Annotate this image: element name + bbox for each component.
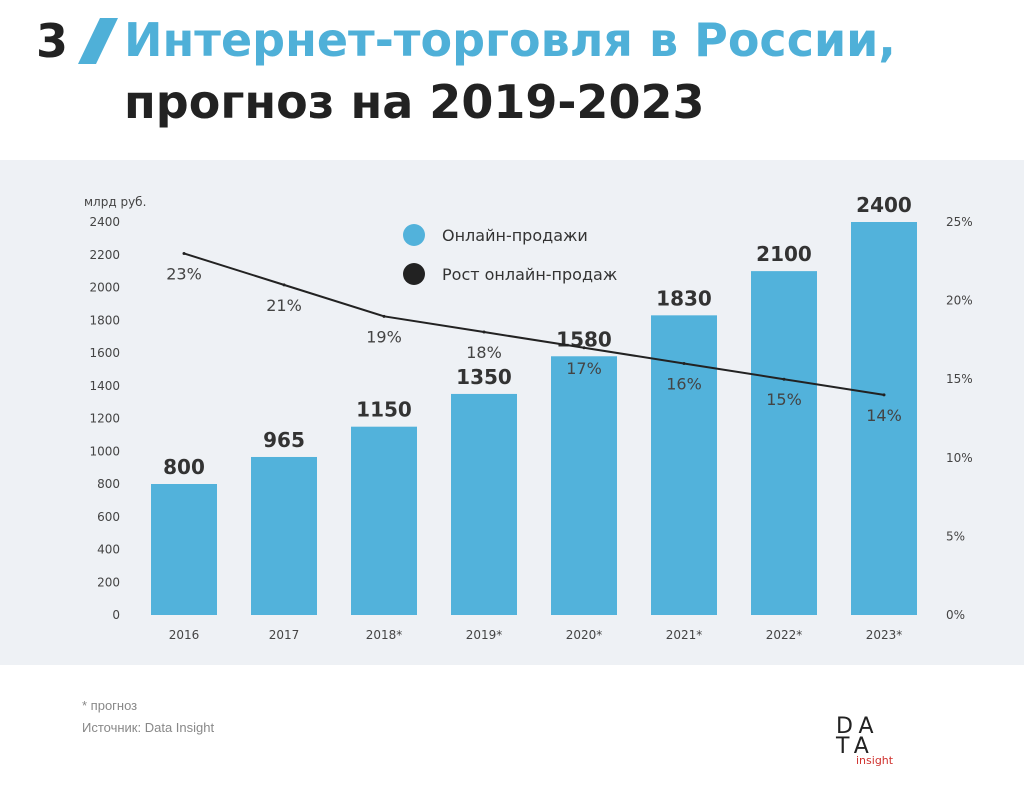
bar [551,356,617,615]
bar [251,456,317,615]
bar-value-label: 965 [263,428,305,452]
legend-swatch-growth [403,263,425,285]
growth-line [183,252,885,396]
bar [751,271,817,615]
bar-value-label: 1350 [456,365,512,389]
growth-label: 14% [866,406,902,425]
page-subtitle: прогноз на 2019-2023 [124,75,705,129]
growth-point [282,283,286,287]
growth-point [782,377,786,381]
growth-label: 18% [466,343,502,362]
left-tick-label: 2200 [89,248,120,262]
section-number: 3 [36,14,69,68]
legend-swatch-sales [403,224,425,246]
slash-icon [78,18,118,64]
growth-label: 21% [266,296,302,315]
data-insight-logo: DA TA insight [836,716,906,772]
bar-value-label: 1150 [356,398,412,422]
right-tick-label: 20% [946,294,973,308]
left-tick-label: 2000 [89,281,120,295]
bar [351,426,417,615]
growth-label: 19% [366,327,402,346]
category-label: 2017 [269,628,300,642]
source-note: Источник: Data Insight [82,720,215,735]
growth-point [182,251,186,255]
bar-value-label: 2100 [756,242,812,266]
logo-line1: DA [836,714,880,739]
growth-point [382,314,386,318]
bar-value-label: 2400 [856,193,912,217]
right-tick-label: 5% [946,529,965,543]
category-label: 2022* [766,628,803,642]
logo-sub: insight [856,754,894,767]
legend-label-sales: Онлайн-продажи [442,226,588,245]
right-tick-label: 15% [946,372,973,386]
left-tick-label: 1000 [89,444,120,458]
left-tick-label: 200 [97,575,120,589]
unit-label: млрд руб. [84,195,146,209]
growth-point [482,330,486,334]
forecast-note: * прогноз [82,698,138,713]
left-tick-label: 400 [97,543,120,557]
bar [851,222,917,615]
logo-line2: TA [836,734,875,759]
category-label: 2019* [466,628,503,642]
page-title: Интернет-торговля в России, [124,13,896,67]
bar [651,315,717,615]
category-label: 2018* [366,628,403,642]
left-tick-label: 2400 [89,215,120,229]
bar-value-label: 1830 [656,286,712,310]
right-tick-label: 25% [946,215,973,229]
growth-label: 23% [166,264,202,283]
left-tick-label: 800 [97,477,120,491]
bar [451,393,517,615]
bar [151,484,217,615]
growth-label: 15% [766,390,802,409]
left-tick-label: 0 [112,608,120,622]
category-label: 2021* [666,628,703,642]
growth-label: 17% [566,359,602,378]
left-tick-label: 1800 [89,313,120,327]
category-label: 2023* [866,628,903,642]
right-tick-label: 10% [946,451,973,465]
right-tick-label: 0% [946,608,965,622]
left-tick-label: 600 [97,510,120,524]
growth-point [682,361,686,365]
left-tick-label: 1200 [89,412,120,426]
growth-label: 16% [666,374,702,393]
growth-point [882,393,886,397]
legend-label-growth: Рост онлайн-продаж [442,265,617,284]
bar-value-label: 800 [163,455,205,479]
left-tick-label: 1600 [89,346,120,360]
growth-point [582,346,586,350]
category-label: 2016 [169,628,200,642]
category-label: 2020* [566,628,603,642]
chart: млрд руб. 0 200 400 600 800 1000 1200 1400 1600 18… [84,193,973,642]
left-tick-label: 1400 [89,379,120,393]
